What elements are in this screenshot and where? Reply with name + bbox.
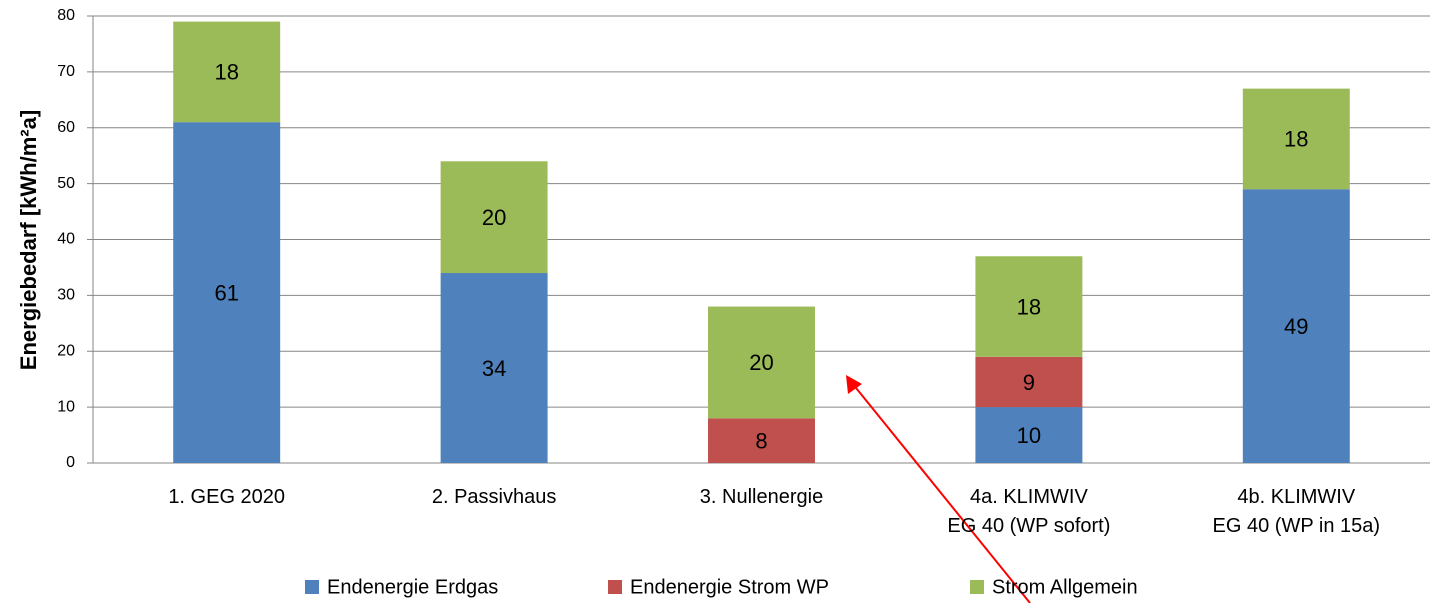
bar-segment [173, 122, 281, 463]
bar-segment [1242, 189, 1350, 463]
x-tick-label: 4b. KLIMWIV EG 40 (WP in 15a) [1212, 486, 1381, 537]
y-tick-label: 50 [57, 175, 75, 192]
legend-label: Strom Allgemein [992, 576, 1138, 598]
data-label: 10 [1017, 423, 1041, 448]
data-label: 49 [1284, 314, 1308, 339]
y-tick-label: 60 [57, 119, 75, 136]
y-tick-label: 80 [57, 7, 75, 24]
data-label: 9 [1023, 370, 1035, 395]
bar-segment [440, 273, 548, 463]
data-label: 18 [214, 60, 238, 85]
bar-segment [975, 356, 1083, 408]
data-label: 61 [214, 280, 238, 305]
x-tick-label: 3. Nullenergie [699, 486, 824, 508]
legend-label: Endenergie Strom WP [630, 576, 829, 598]
y-tick-label: 0 [66, 454, 75, 471]
legend-swatch [970, 580, 984, 594]
y-axis-label: Energiebedarf [kWh/m²a] [16, 110, 41, 370]
annotation-arrow [846, 375, 1031, 603]
bar-segment [708, 418, 815, 463]
x-tick-label: 2. Passivhaus [431, 486, 557, 508]
y-tick-label: 10 [57, 398, 75, 415]
data-label: 8 [755, 428, 767, 453]
legend-swatch [608, 580, 622, 594]
x-tick-label: 1. GEG 2020 [168, 486, 286, 508]
bar-segment [440, 161, 548, 274]
y-tick-label: 20 [57, 342, 75, 359]
bar-segment [1242, 88, 1350, 190]
data-label: 18 [1284, 127, 1308, 152]
bar-segment [173, 21, 281, 123]
bar-segment [708, 306, 815, 419]
bar-segment [975, 256, 1083, 357]
y-tick-label: 70 [57, 63, 75, 80]
data-label: 34 [482, 356, 506, 381]
data-label: 20 [482, 205, 506, 230]
y-tick-label: 40 [57, 231, 75, 248]
legend-swatch [305, 580, 319, 594]
legend-label: Endenergie Erdgas [327, 576, 498, 598]
x-tick-label: 4a. KLIMWIV EG 40 (WP sofort) [947, 486, 1111, 537]
bar-segment [975, 407, 1083, 463]
data-label: 20 [749, 350, 773, 375]
data-label: 18 [1017, 294, 1041, 319]
y-tick-label: 30 [57, 287, 75, 304]
